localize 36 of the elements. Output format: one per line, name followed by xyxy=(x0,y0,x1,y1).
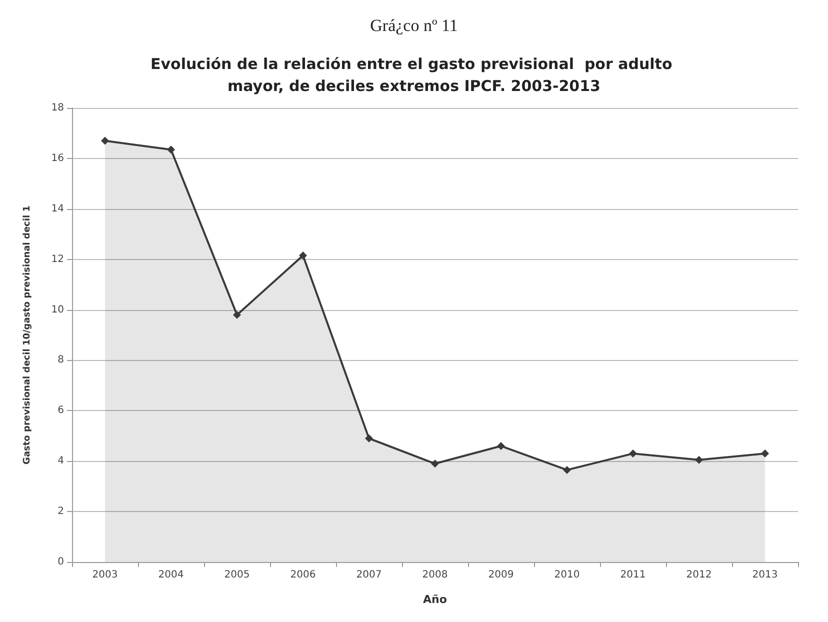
point xyxy=(497,442,505,450)
x-tick-label: 2004 xyxy=(158,570,184,580)
x-tick-label: 2010 xyxy=(554,570,580,580)
point xyxy=(365,434,373,442)
x-tick-label: 2008 xyxy=(422,570,448,580)
point xyxy=(299,252,307,260)
y-tick-label: 0 xyxy=(58,556,64,568)
y-tick-label: 18 xyxy=(51,102,64,114)
x-tick-label: 2013 xyxy=(752,570,778,580)
x-tick-label: 2011 xyxy=(620,570,646,580)
y-axis-title: Gasto previsional decil 10/gasto previsional decil 1 xyxy=(22,206,32,464)
x-tick-label: 2003 xyxy=(92,570,118,580)
point xyxy=(167,146,175,154)
x-tick-label: 2012 xyxy=(686,570,712,580)
y-tick-label: 12 xyxy=(51,254,64,265)
point xyxy=(695,456,703,464)
point xyxy=(431,460,439,468)
text: Grá¿co nº 11 xyxy=(370,16,458,35)
point xyxy=(629,450,637,458)
point xyxy=(101,136,109,145)
y-tick-label: 8 xyxy=(58,354,64,366)
y-tick-label: 4 xyxy=(58,456,64,467)
chart-title: Evolución de la relación entre el gasto previsional por adulto mayor, de deciles extremos IPCF. 2003-2013 xyxy=(150,55,678,95)
y-tick-label: 14 xyxy=(51,203,64,214)
y-tick-label: 16 xyxy=(51,152,64,164)
x-axis-title: Año xyxy=(423,593,448,606)
point xyxy=(233,310,241,319)
y-tick-label: 6 xyxy=(58,405,64,416)
y-tick-label: 2 xyxy=(58,506,64,518)
x-tick-label: 2009 xyxy=(488,570,514,580)
x-tick-label: 2005 xyxy=(224,570,250,580)
point xyxy=(761,450,769,458)
x-tick-label: 2006 xyxy=(290,570,316,580)
point xyxy=(563,466,571,474)
y-tick-label: 10 xyxy=(51,304,64,316)
x-tick-label: 2007 xyxy=(356,570,382,580)
